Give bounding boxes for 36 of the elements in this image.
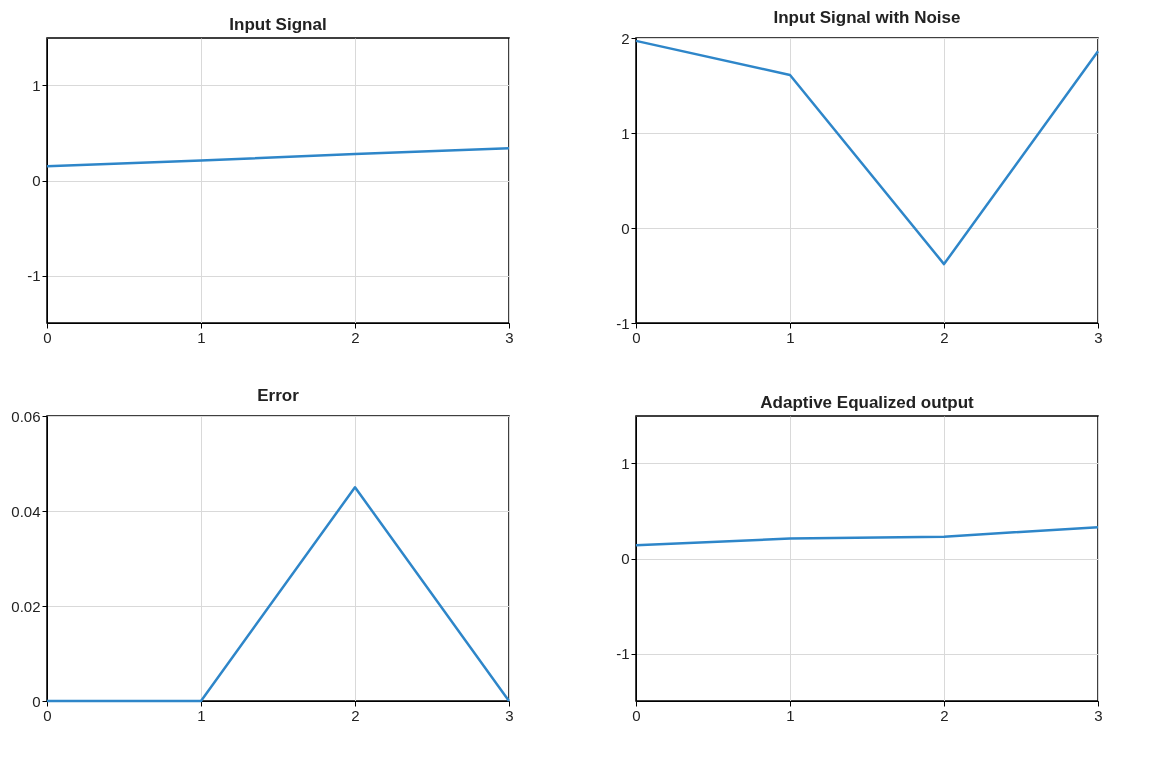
- x-tick-label: 0: [632, 706, 641, 724]
- line-series: [45, 146, 511, 168]
- x-tick-label: 2: [940, 328, 949, 346]
- y-tick-label: 0: [32, 692, 41, 710]
- y-tick-label: -1: [616, 314, 630, 332]
- chart-title: Input Signal with Noise: [773, 8, 961, 27]
- x-tick-label: 0: [43, 706, 52, 724]
- x-tick-label: 2: [940, 706, 949, 724]
- y-tick-label: 0.02: [11, 597, 41, 615]
- y-tick-label: -1: [27, 267, 41, 284]
- y-tick-label: 0: [621, 550, 630, 567]
- x-tick-label: 1: [786, 706, 795, 724]
- y-tick-label: 2: [621, 29, 630, 47]
- y-tick-label: 0: [621, 219, 630, 237]
- x-tick-label: 1: [786, 328, 795, 346]
- x-tick-label: 3: [1094, 328, 1103, 346]
- chart-title: Adaptive Equalized output: [760, 393, 975, 412]
- y-tick-label: 0.06: [11, 407, 41, 425]
- x-tick-label: 0: [43, 328, 52, 346]
- x-tick-label: 3: [505, 706, 514, 724]
- x-tick-label: 3: [505, 328, 514, 346]
- y-tick-label: 0.04: [11, 502, 41, 520]
- y-tick-label: 0: [32, 172, 41, 189]
- x-tick-label: 1: [197, 328, 206, 346]
- x-tick-label: 2: [351, 706, 360, 724]
- chart-title: Input Signal: [229, 15, 327, 34]
- chart-title: Error: [257, 386, 300, 405]
- x-tick-label: 0: [632, 328, 641, 346]
- y-tick-label: 1: [32, 77, 41, 94]
- y-tick-label: 1: [621, 124, 630, 142]
- x-tick-label: 3: [1094, 706, 1103, 724]
- y-tick-label: -1: [616, 645, 630, 662]
- x-tick-label: 2: [351, 328, 360, 346]
- x-tick-label: 1: [197, 706, 206, 724]
- line-series: [634, 525, 1100, 547]
- y-tick-label: 1: [621, 455, 630, 472]
